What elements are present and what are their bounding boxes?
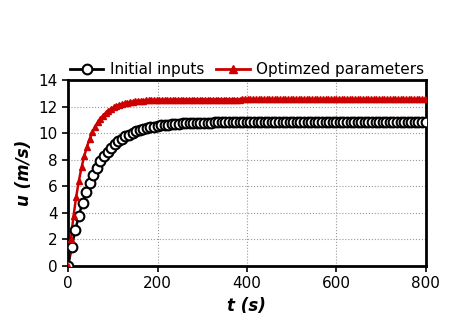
Y-axis label: u (m/s): u (m/s)	[15, 140, 33, 206]
Legend: Initial inputs, Optimzed parameters: Initial inputs, Optimzed parameters	[64, 56, 430, 83]
X-axis label: t (s): t (s)	[228, 297, 266, 315]
